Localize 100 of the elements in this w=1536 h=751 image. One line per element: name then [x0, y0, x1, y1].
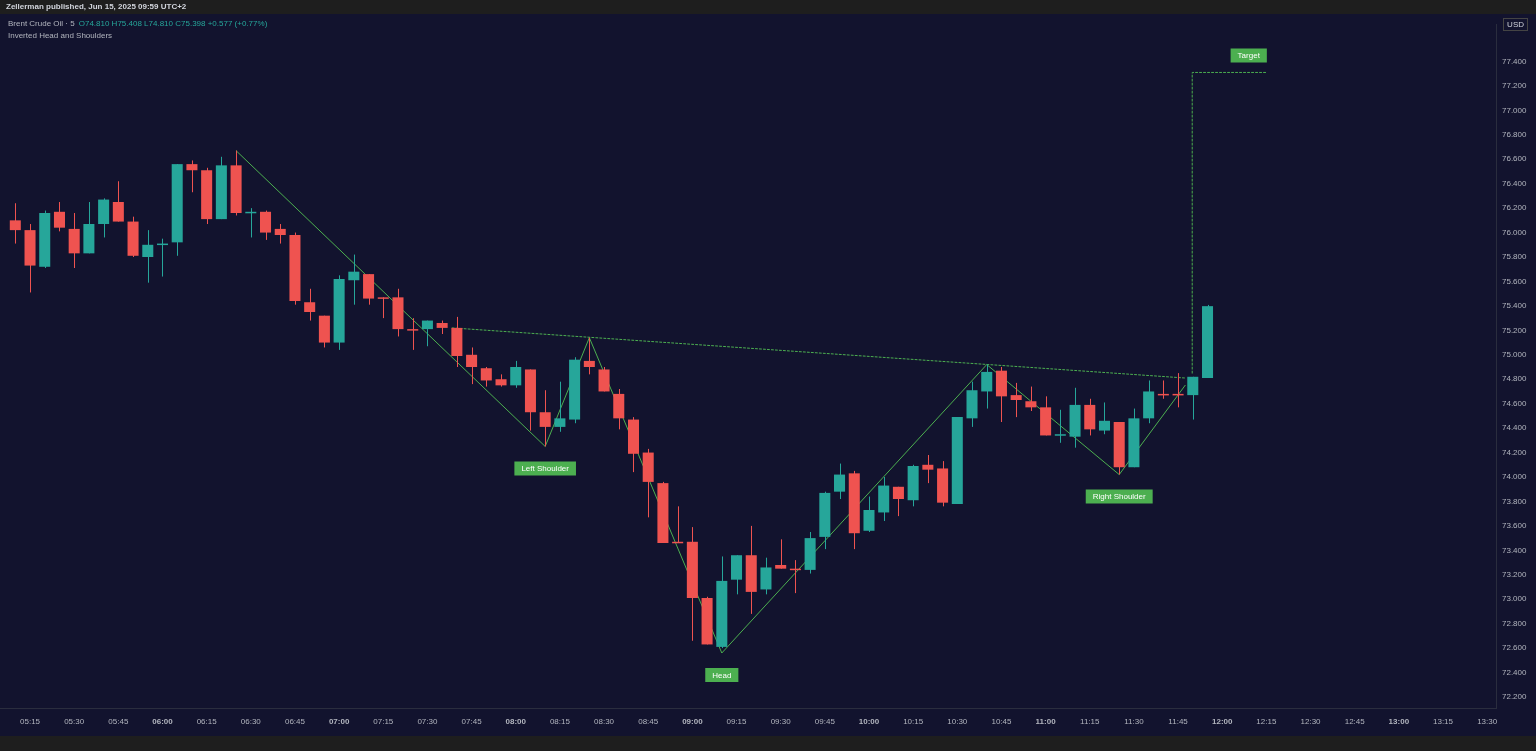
x-tick-label: 10:00 [858, 717, 880, 726]
candlestick [142, 229, 154, 284]
x-tick-label: 05:15 [20, 717, 41, 726]
annotation: Right Shoulder [1092, 492, 1147, 502]
candlestick [1010, 382, 1022, 418]
y-tick-label: 74.800 [1502, 374, 1528, 384]
x-tick-label: 07:15 [373, 717, 394, 726]
x-tick-label: 06:30 [240, 717, 262, 726]
x-tick-label: 06:45 [284, 717, 306, 726]
annotation: Left Shoulder [521, 464, 570, 474]
y-tick-label: 73.800 [1502, 496, 1528, 506]
candlestick [112, 180, 124, 223]
y-tick-label: 74.000 [1502, 472, 1528, 482]
candlestick [981, 364, 993, 410]
candlestick [1098, 401, 1110, 435]
candlestick [53, 201, 65, 232]
candlestick [760, 557, 772, 595]
x-tick-label: 07:45 [461, 717, 483, 726]
x-tick-label: 09:00 [682, 717, 704, 726]
candlestick [863, 496, 875, 533]
y-tick-label: 75.000 [1502, 349, 1528, 359]
y-tick-label: 74.200 [1502, 447, 1528, 457]
candlestick [274, 223, 286, 245]
y-axis-title: USD [1503, 18, 1528, 31]
x-tick-label: 10:15 [903, 717, 924, 726]
candlestick [510, 360, 522, 389]
x-tick-label: 09:45 [814, 717, 836, 726]
candlestick [407, 317, 419, 351]
x-tick-label: 12:00 [1212, 717, 1234, 726]
candlestick [598, 366, 610, 392]
y-tick-label: 77.000 [1502, 105, 1528, 115]
candlestick [583, 337, 595, 375]
candlestick [377, 296, 389, 319]
candlestick [9, 202, 21, 245]
candlestick [186, 159, 198, 193]
y-tick-label: 76.600 [1502, 154, 1528, 164]
x-tick-label: 06:15 [196, 717, 218, 726]
y-tick-label: 72.600 [1502, 643, 1528, 653]
y-tick-label: 75.200 [1502, 325, 1528, 335]
y-tick-label: 75.400 [1502, 301, 1528, 311]
y-tick-label: 74.400 [1502, 423, 1528, 433]
annotation: O74.810 H75.408 L74.810 C75.398 +0.577 (+0.77%) [78, 19, 268, 28]
x-tick-label: 11:15 [1080, 717, 1101, 726]
y-tick-label: 72.200 [1502, 692, 1528, 702]
x-tick-label: 12:45 [1344, 717, 1366, 726]
candlestick [1025, 386, 1037, 412]
candlestick [554, 381, 566, 433]
x-tick-label: 13:00 [1388, 717, 1410, 726]
x-tick-label: 13:15 [1433, 717, 1454, 726]
x-tick-label: 09:15 [726, 717, 748, 726]
annotation: Target [1237, 51, 1261, 61]
x-tick-label: 11:45 [1168, 717, 1189, 726]
x-tick-label: 07:30 [417, 717, 438, 726]
y-tick-label: 74.600 [1502, 398, 1528, 408]
annotation: Head [712, 670, 732, 680]
x-tick-label: 06:00 [152, 717, 174, 726]
candlestick [1054, 409, 1066, 444]
candlestick [260, 210, 272, 241]
y-tick-label: 75.800 [1502, 252, 1528, 262]
y-tick-label: 73.200 [1502, 569, 1528, 579]
y-tick-label: 73.600 [1502, 521, 1528, 531]
candlestick [1187, 376, 1199, 421]
x-tick-label: 10:45 [991, 717, 1013, 726]
candlestick [348, 254, 360, 306]
text: Zellerman published, Jun 15, 2025 09:59 UTC+2 [6, 2, 187, 11]
y-tick-label: 72.800 [1502, 618, 1528, 628]
y-tick-label: 73.400 [1502, 545, 1528, 555]
y-tick-label: 77.200 [1502, 81, 1528, 91]
candlestick [834, 463, 846, 500]
candlestick [775, 538, 787, 570]
y-tick-label: 76.000 [1502, 227, 1528, 237]
x-tick-label: 09:30 [770, 717, 792, 726]
candlestick [922, 454, 934, 484]
x-tick-label: 10:30 [947, 717, 968, 726]
candlestick [466, 346, 478, 385]
candlestick [304, 288, 316, 322]
x-tick-label: 11:00 [1035, 717, 1057, 726]
y-tick-label: 75.600 [1502, 276, 1528, 286]
y-tick-label: 76.400 [1502, 178, 1528, 188]
text: Inverted Head and Shoulders [8, 30, 114, 42]
y-tick-label: 72.400 [1502, 667, 1528, 677]
x-tick-label: 05:45 [108, 717, 129, 726]
y-tick-label: 76.200 [1502, 203, 1528, 213]
candlestick [892, 486, 904, 517]
x-tick-label: 11:30 [1124, 717, 1145, 726]
x-tick-label: 08:30 [594, 717, 615, 726]
candlestick [539, 389, 551, 447]
candlestick [480, 366, 492, 388]
x-tick-label: 08:15 [549, 717, 571, 726]
x-tick-label: 12:30 [1300, 717, 1322, 726]
candlestick [421, 320, 433, 347]
chart-title: Brent Crude Oil · 5 [8, 19, 75, 28]
x-tick-label: 07:00 [328, 717, 350, 726]
x-tick-label: 08:00 [505, 717, 527, 726]
y-tick-label: 77.400 [1502, 56, 1528, 66]
x-tick-label: 08:45 [638, 717, 659, 726]
x-tick-label: 13:30 [1477, 717, 1498, 726]
x-tick-label: 05:30 [64, 717, 85, 726]
x-tick-label: 12:15 [1256, 717, 1277, 726]
y-tick-label: 73.000 [1502, 594, 1528, 604]
